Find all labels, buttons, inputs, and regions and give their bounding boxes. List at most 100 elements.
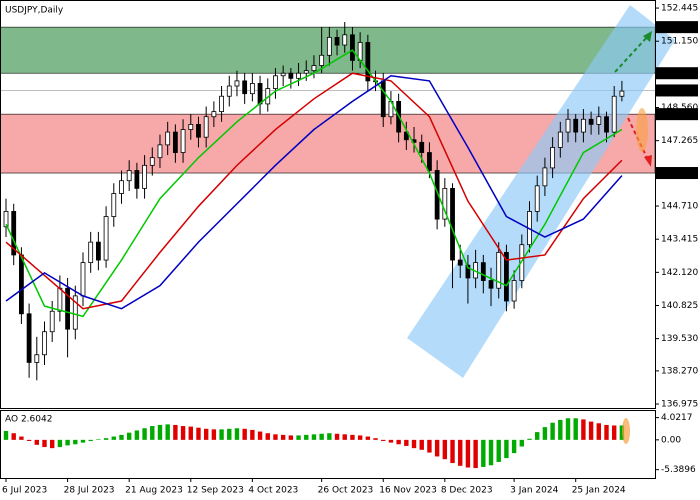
candle-body [234, 80, 240, 87]
y-tick-label: 143.415 [661, 235, 698, 245]
y-tick-label: 136.975 [661, 400, 698, 410]
ao-bar [573, 418, 578, 440]
moving-average [5, 72, 623, 310]
x-tick-label: 28 Jul 2023 [64, 486, 115, 496]
moving-average [5, 49, 623, 318]
candle-body [403, 131, 409, 141]
candle-body [326, 36, 332, 56]
level-box [656, 108, 698, 121]
ao-bar [11, 433, 16, 440]
candle-body [172, 131, 178, 153]
candle-body [604, 116, 609, 133]
ao-bar [304, 434, 309, 440]
ao-bar [3, 431, 9, 440]
ao-bar [388, 439, 394, 443]
candle-body [165, 131, 171, 146]
candle-body [581, 118, 586, 133]
candle-body [34, 354, 40, 363]
price-channel [407, 5, 675, 378]
candle-body [288, 72, 294, 79]
y-tick-label: 152.445 [661, 4, 698, 14]
ao-bar [119, 434, 124, 440]
candle-body [434, 170, 440, 220]
y-tick-label: 138.270 [661, 366, 698, 376]
candle-body [149, 157, 155, 166]
ao-frame [0, 410, 656, 479]
ao-bar [350, 434, 355, 440]
candle-body [365, 42, 371, 82]
y-tick-label: 4.0217 [661, 413, 693, 423]
up-arrow [614, 35, 649, 73]
candle-body [126, 170, 132, 182]
candle-body [588, 118, 594, 125]
candle-body [103, 216, 109, 261]
ao-bar [488, 439, 494, 466]
ao-bar [342, 434, 347, 440]
candle-body [334, 36, 340, 46]
ao-bar [203, 428, 209, 440]
level-box [656, 167, 698, 180]
candle-body [519, 244, 525, 281]
ao-bar [165, 424, 170, 440]
ao-bar [57, 439, 63, 448]
candle-body [496, 251, 502, 289]
candle-body [242, 80, 248, 95]
candle-body [565, 118, 571, 133]
level-label: 149.900 [659, 69, 696, 79]
ao-bar [126, 432, 132, 440]
ao-bar [542, 427, 548, 440]
candle-body [88, 241, 94, 264]
candle-body [596, 116, 602, 125]
chart-title: USDJPY,Daily [5, 6, 64, 16]
ao-bar [327, 433, 332, 440]
ao-bar [150, 426, 155, 440]
candle-body [319, 54, 325, 66]
candle-body [511, 280, 517, 302]
candle-body [557, 131, 563, 148]
highlight [636, 108, 648, 152]
candle-body [134, 170, 140, 189]
ao-bar [234, 428, 240, 440]
ao-bar [65, 439, 70, 446]
ao-bar [588, 421, 594, 440]
candle-body [457, 259, 463, 266]
ao-bar [196, 427, 201, 440]
candle-body [465, 264, 471, 279]
candle-body [550, 147, 556, 169]
x-tick-label: 8 Dec 2023 [441, 486, 493, 496]
y-tick-label: 148.560 [661, 103, 698, 113]
ao-bar [319, 433, 324, 440]
ao-bar [80, 439, 86, 443]
ao-highlight [622, 418, 630, 444]
candle-body [95, 241, 101, 261]
candle-body [249, 83, 255, 95]
moving-average [5, 74, 623, 310]
candle-body [542, 167, 548, 187]
ao-bar [535, 432, 540, 440]
last-price-box [656, 84, 698, 97]
y-tick-label: 140.825 [661, 301, 698, 311]
ao-bar [26, 439, 32, 441]
ao-bar [134, 430, 140, 440]
x-tick-label: 4 Oct 2023 [248, 486, 298, 496]
ao-bar [357, 435, 363, 440]
candle-body [611, 95, 617, 133]
ao-bar [73, 439, 78, 445]
candle-body [180, 129, 186, 153]
ao-bar [49, 439, 55, 449]
x-tick-label: 16 Nov 2023 [379, 486, 437, 496]
candle-body [72, 295, 78, 330]
ao-bar [227, 428, 232, 440]
main-frame [0, 0, 656, 409]
ao-bar [419, 439, 424, 450]
ao-bar [450, 439, 455, 464]
y-tick-label: 147.265 [661, 136, 698, 146]
level-label: 148.300 [659, 110, 696, 120]
candle-body [142, 164, 147, 189]
candle-body [427, 152, 432, 171]
y-tick-label: 142.120 [661, 268, 698, 278]
ao-bar [365, 436, 371, 440]
x-tick-label: 26 Oct 2023 [318, 486, 374, 496]
x-tick-label: 6 Jul 2023 [2, 486, 47, 496]
ao-bar [88, 439, 93, 441]
